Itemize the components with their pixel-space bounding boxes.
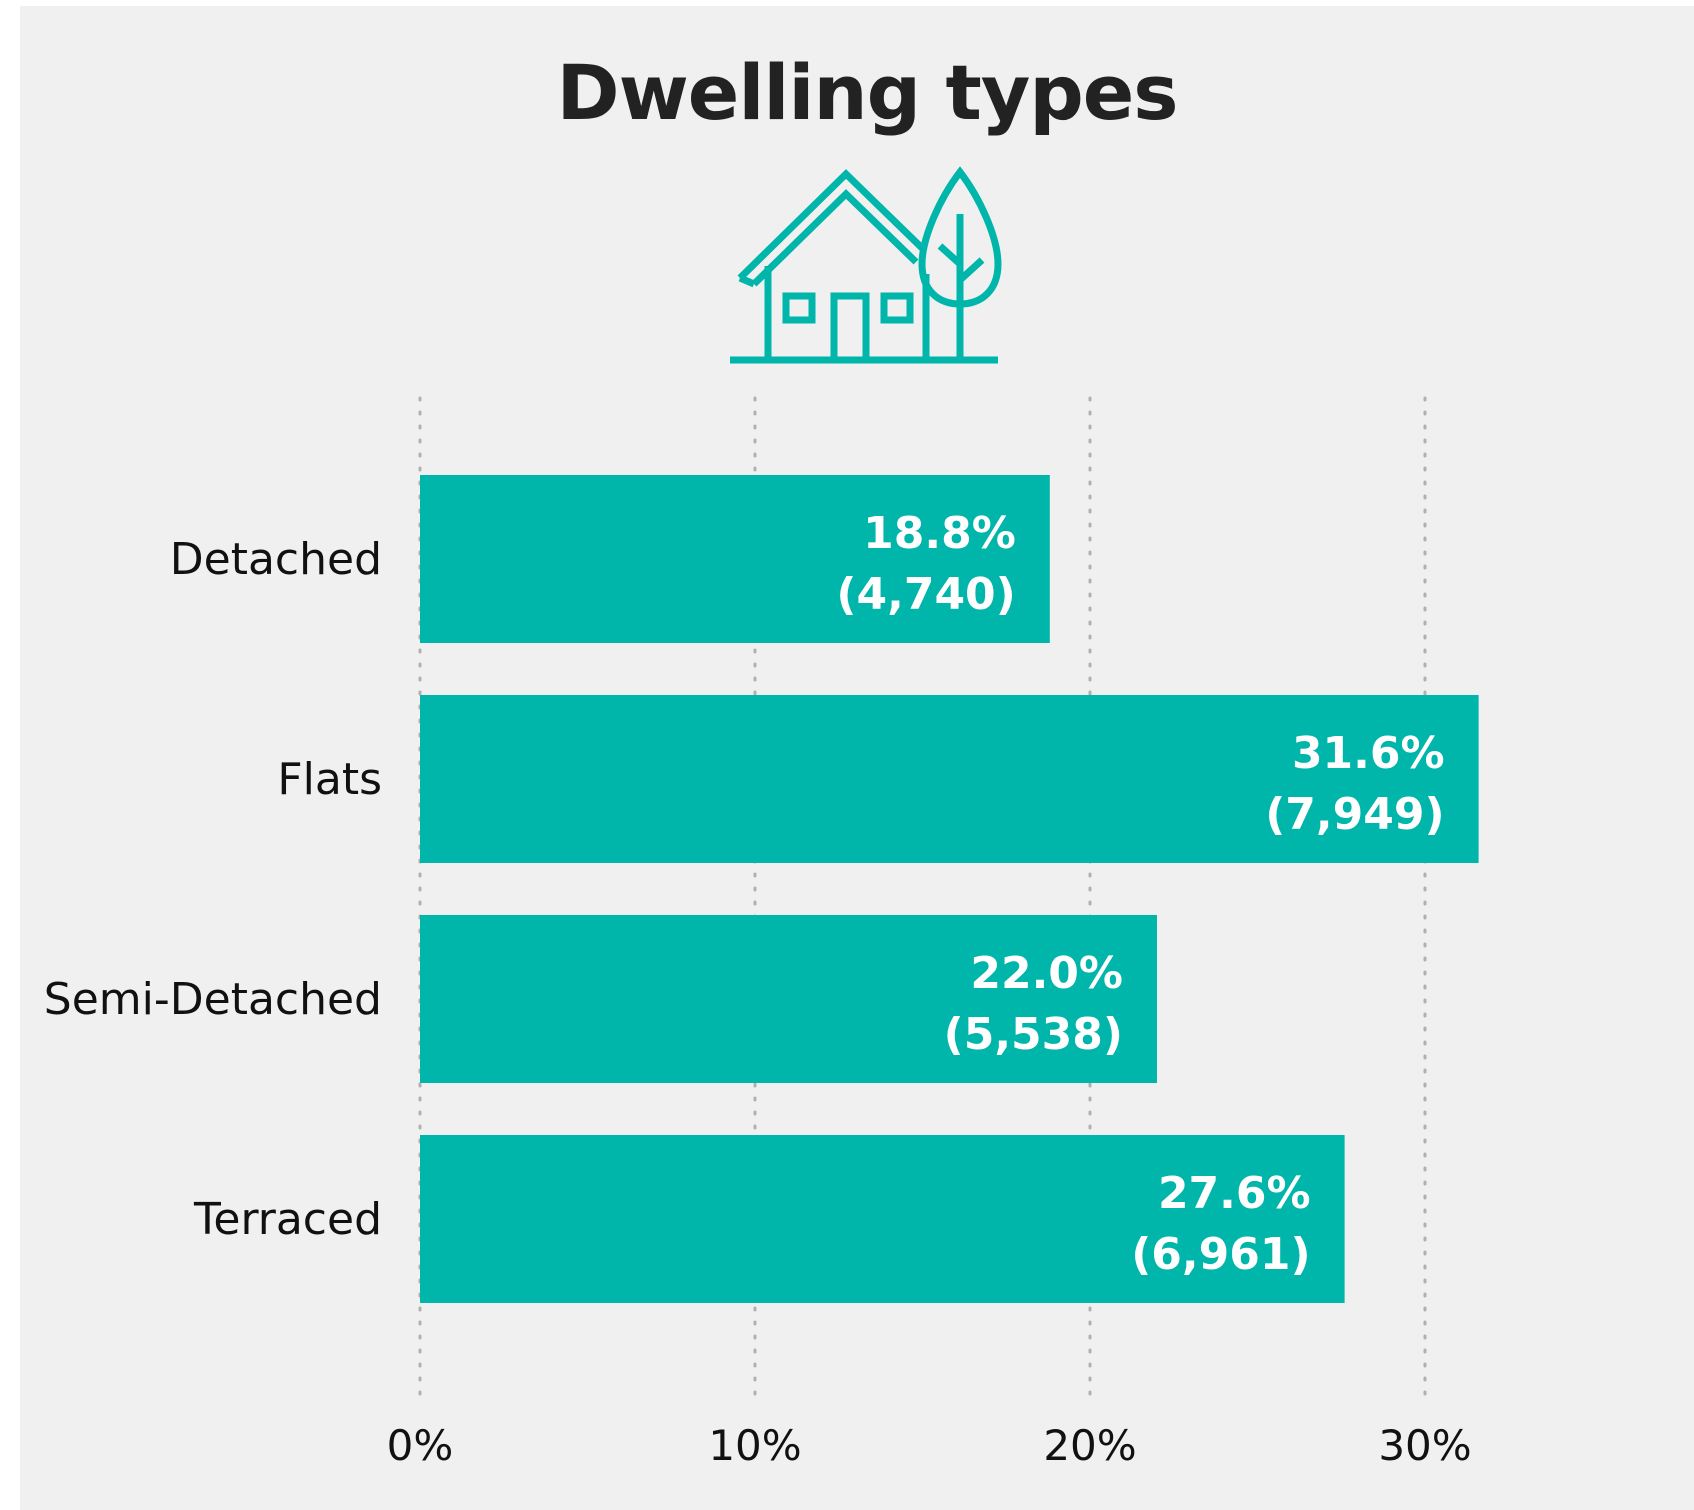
count-label: (7,949) xyxy=(1265,789,1444,840)
category-label: Detached xyxy=(170,534,382,585)
value-label: 27.6% xyxy=(1158,1168,1311,1219)
bar xyxy=(420,915,1157,1083)
chart-title: Dwelling types xyxy=(556,48,1178,137)
x-tick-label: 20% xyxy=(1043,1421,1136,1470)
labels: 0% 10% 20% 30% Detached 18.8% (4,740) Flats 31.6… xyxy=(44,508,1472,1470)
category-label: Terraced xyxy=(193,1194,382,1245)
bar xyxy=(420,695,1479,863)
x-tick-label: 0% xyxy=(387,1421,454,1470)
count-label: (6,961) xyxy=(1131,1229,1310,1280)
value-label: 31.6% xyxy=(1292,728,1445,779)
category-label: Flats xyxy=(277,754,382,805)
bar xyxy=(420,1135,1345,1303)
value-label: 18.8% xyxy=(863,508,1016,559)
count-label: (4,740) xyxy=(836,569,1015,620)
category-label: Semi-Detached xyxy=(44,974,382,1025)
bar xyxy=(420,475,1050,643)
house-with-tree-icon xyxy=(730,166,1002,364)
value-label: 22.0% xyxy=(970,948,1123,999)
count-label: (5,538) xyxy=(944,1009,1123,1060)
x-tick-label: 10% xyxy=(708,1421,801,1470)
x-tick-label: 30% xyxy=(1378,1421,1471,1470)
bars xyxy=(420,475,1479,1303)
